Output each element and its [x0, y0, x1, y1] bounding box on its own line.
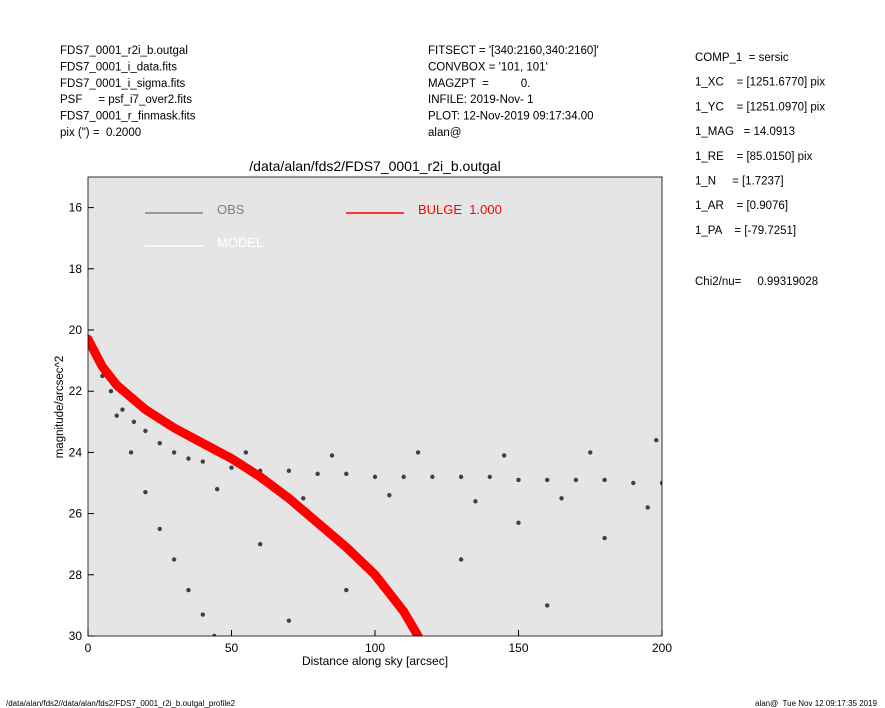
x-tick-label: 50 [225, 641, 239, 655]
obs-point [659, 480, 662, 486]
obs-point [229, 465, 234, 470]
x-tick-label: 200 [652, 641, 672, 655]
obs-point [212, 633, 217, 636]
obs-point [329, 453, 335, 458]
obs-point [602, 535, 607, 541]
obs-point [372, 474, 378, 480]
y-tick-label: 20 [69, 323, 83, 337]
obs-point [114, 413, 119, 418]
plot-area [88, 177, 662, 636]
header-right-line: 1_PA = [-79.7251] [695, 225, 796, 237]
obs-point [545, 477, 550, 483]
obs-point [516, 520, 521, 525]
y-tick-label: 30 [69, 629, 83, 643]
obs-point [588, 450, 593, 455]
x-tick-label: 0 [85, 641, 92, 655]
obs-point [573, 477, 579, 483]
obs-point [186, 587, 191, 593]
obs-point [286, 618, 292, 623]
obs-point [131, 419, 137, 424]
obs-point [645, 505, 650, 510]
y-tick-label: 18 [69, 262, 83, 276]
obs-point [315, 471, 320, 477]
header-right-line: 1_YC = [1251.0970] pix [695, 101, 825, 113]
obs-point [516, 477, 521, 483]
y-tick-label: 22 [69, 384, 83, 398]
header-right-line: 1_XC = [1251.6770] pix [695, 77, 825, 89]
header-right-line: 1_N = [1.7237] [695, 176, 784, 188]
obs-point [243, 450, 249, 455]
y-tick-label: 28 [69, 568, 83, 582]
obs-point [171, 557, 177, 562]
obs-point [286, 468, 292, 473]
obs-point [458, 557, 464, 562]
legend-label: BULGE 1.000 [418, 202, 502, 217]
obs-point [120, 407, 125, 412]
obs-point [143, 489, 148, 495]
obs-point [344, 587, 349, 593]
header-left-line: PSF = psf_i7_over2.fits [60, 94, 192, 106]
header-left-line: FDS7_0001_r2i_b.outgal [60, 45, 188, 57]
obs-point [631, 480, 636, 486]
obs-point [473, 499, 478, 504]
obs-point [602, 477, 607, 483]
obs-point [258, 542, 263, 547]
header-left-line: FDS7_0001_i_sigma.fits [60, 78, 186, 90]
obs-point [430, 474, 435, 480]
y-axis-label: magnitude/arcsec^2 [54, 356, 66, 459]
obs-point [157, 441, 162, 446]
header-middle-line: CONVBOX = '101, 101' [428, 61, 548, 73]
header-middle-line: alan@ [428, 127, 461, 139]
legend-label: MODEL [217, 235, 263, 250]
footer-left: /data/alan/fds2//data/alan/fds2/FDS7_000… [6, 699, 236, 708]
header-left-line: FDS7_0001_i_data.fits [60, 61, 177, 73]
obs-point [415, 450, 421, 455]
x-axis-label: Distance along sky [arcsec] [302, 654, 448, 668]
header-right-line: 1_AR = [0.9076] [695, 200, 788, 212]
y-tick-label: 26 [69, 507, 83, 521]
header-right-line: 1_RE = [85.0150] pix [695, 151, 813, 163]
header-middle-line: FITSECT = '[340:2160,340:2160]' [428, 45, 599, 57]
chi2-text: Chi2/nu= 0.99319028 [695, 276, 818, 288]
obs-point [214, 486, 220, 492]
plot-layer [88, 334, 662, 636]
obs-point [401, 474, 406, 480]
obs-point [200, 459, 205, 464]
header-right-line: 1_MAG = 14.0913 [695, 126, 795, 138]
obs-point [301, 496, 306, 501]
y-tick-label: 16 [69, 201, 83, 215]
x-tick-label: 100 [365, 641, 385, 655]
obs-point [157, 526, 162, 532]
header-middle-line: PLOT: 12-Nov-2019 09:17:34.00 [428, 111, 594, 123]
y-tick-label: 24 [69, 445, 83, 459]
obs-point [171, 450, 177, 455]
footer-right: alan@ Tue Nov 12 09:17:35 2019 [755, 699, 878, 708]
obs-point [143, 428, 148, 434]
obs-point [108, 389, 114, 394]
header-middle-line: MAGZPT = 0. [428, 78, 530, 90]
chart-title: /data/alan/fds2/FDS7_0001_r2i_b.outgal [249, 158, 500, 174]
header-right-line: COMP_1 = sersic [695, 52, 789, 64]
obs-point [654, 437, 659, 443]
obs-point [186, 456, 191, 461]
x-tick-label: 150 [508, 641, 528, 655]
header-left-line: FDS7_0001_r_finmask.fits [60, 111, 196, 123]
header-middle-line: INFILE: 2019-Nov- 1 [428, 94, 533, 106]
obs-point [387, 493, 392, 498]
legend-label: OBS [217, 202, 245, 217]
profile-line [88, 334, 423, 636]
obs-point [545, 603, 550, 608]
obs-point [501, 453, 507, 458]
obs-point [128, 450, 134, 455]
obs-point [344, 471, 349, 477]
obs-point [559, 496, 564, 501]
obs-point [200, 612, 205, 617]
obs-point [487, 474, 492, 480]
obs-point [458, 474, 464, 480]
header-left-line: pix (") = 0.2000 [60, 127, 141, 139]
